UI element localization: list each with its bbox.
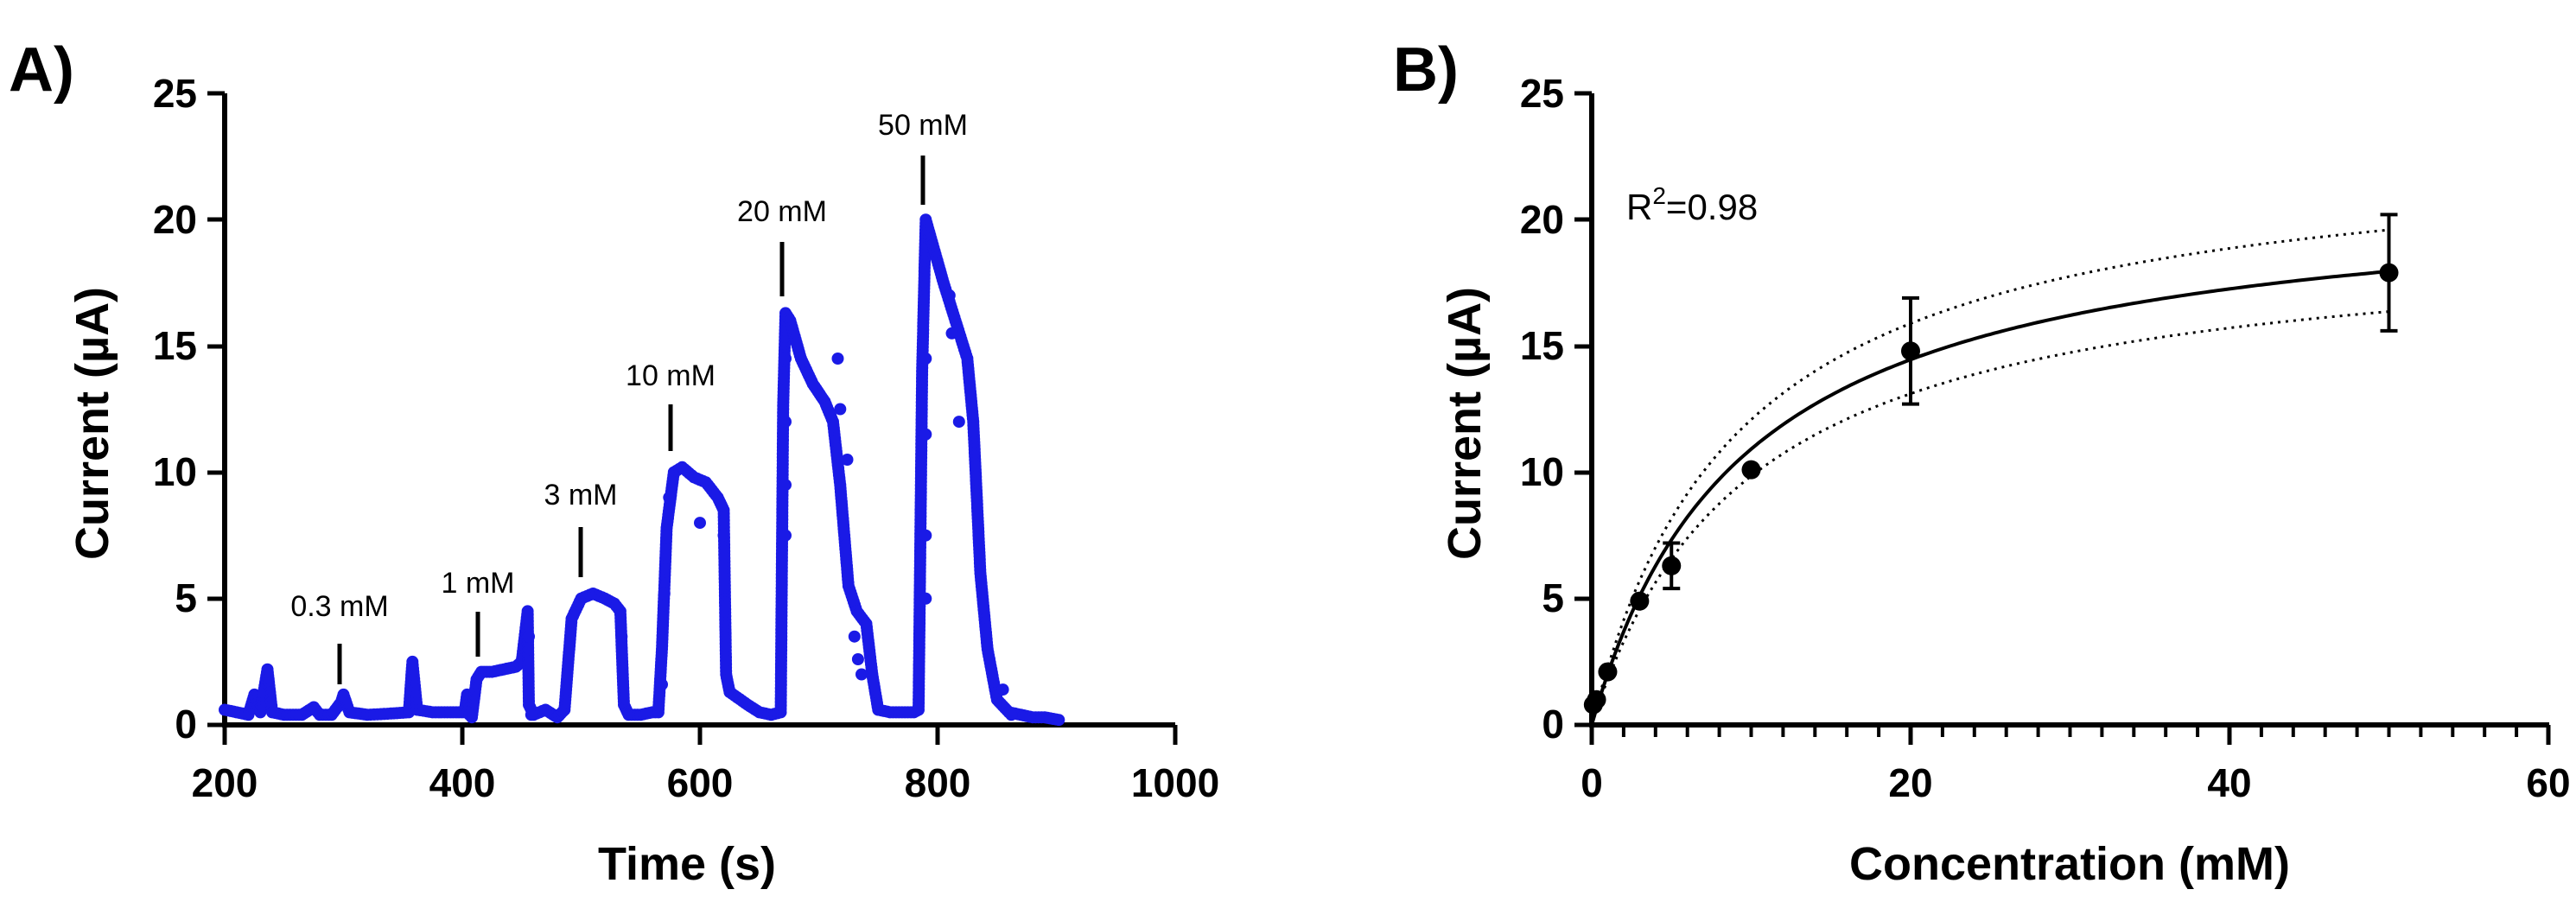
data-point bbox=[1005, 708, 1018, 721]
annotation-label: 0.3 mM bbox=[290, 590, 388, 623]
data-point bbox=[848, 630, 861, 643]
point-marker bbox=[2379, 263, 2399, 283]
panel-b-x-tick-label: 40 bbox=[2207, 760, 2251, 805]
panel-b-y-tick-label: 25 bbox=[1520, 71, 1564, 116]
ci-lower-curve bbox=[1590, 310, 2389, 726]
point-marker bbox=[1630, 591, 1650, 611]
data-point bbox=[919, 353, 932, 365]
panel-a-x-tick-label: 1000 bbox=[1131, 760, 1219, 805]
point-marker bbox=[1598, 662, 1618, 682]
ci-upper-curve bbox=[1590, 228, 2389, 726]
annotation-label: 50 mM bbox=[878, 109, 968, 142]
panel-a-trace bbox=[219, 213, 1065, 727]
data-point bbox=[834, 403, 847, 416]
data-point bbox=[919, 592, 932, 605]
annotation-3mm: 3 mM bbox=[544, 479, 618, 577]
data-point bbox=[919, 529, 932, 542]
fit-curve bbox=[1590, 270, 2389, 726]
panel-b-y-axis-title: Current (µA) bbox=[1439, 287, 1491, 560]
data-point bbox=[1662, 541, 1682, 591]
panel-a-label: A) bbox=[9, 35, 74, 105]
data-point bbox=[656, 678, 668, 691]
data-point bbox=[779, 479, 792, 492]
data-point bbox=[1587, 689, 1606, 709]
data-point bbox=[952, 416, 965, 429]
panel-a-x-tick-label: 800 bbox=[905, 760, 971, 805]
data-point bbox=[717, 529, 730, 542]
r-squared-exponent: 2 bbox=[1652, 182, 1666, 209]
data-point bbox=[1630, 591, 1650, 611]
panel-a-x-tick-label: 200 bbox=[192, 760, 258, 805]
panel-b-x-axis-title: Concentration (mM) bbox=[1849, 838, 2290, 890]
data-point bbox=[943, 289, 956, 302]
panel-a-y-tick-label: 5 bbox=[175, 575, 197, 620]
data-point bbox=[658, 588, 671, 600]
annotation-label: 1 mM bbox=[442, 567, 515, 600]
data-point bbox=[1741, 460, 1761, 480]
data-point bbox=[851, 653, 864, 665]
data-point bbox=[779, 353, 792, 365]
r-squared-value: =0.98 bbox=[1666, 187, 1758, 227]
data-point bbox=[855, 668, 868, 681]
point-marker bbox=[1741, 460, 1761, 480]
data-point bbox=[1901, 295, 1920, 406]
data-point bbox=[523, 630, 535, 643]
point-marker bbox=[1587, 689, 1606, 709]
panel-a-x-tick-label: 400 bbox=[429, 760, 496, 805]
panel-b: B) Current (µA) Concentration (mM) 0 5 1… bbox=[1393, 35, 2571, 890]
panel-a-x-axis-title: Time (s) bbox=[598, 838, 776, 890]
data-point bbox=[2379, 213, 2399, 333]
data-point bbox=[841, 454, 854, 466]
panel-b-x-tick-label: 20 bbox=[1888, 760, 1932, 805]
data-point bbox=[463, 708, 476, 721]
data-point bbox=[779, 416, 792, 429]
panel-a: A) Current (µA) Time (s) 0 5 10 15 20 25… bbox=[9, 35, 1219, 890]
data-point bbox=[996, 683, 1009, 696]
r-squared-prefix: R bbox=[1626, 187, 1652, 227]
panel-a-y-tick-label: 0 bbox=[175, 702, 197, 747]
panel-b-y-tick-label: 20 bbox=[1520, 197, 1564, 242]
annotation-0-3mm: 0.3 mM bbox=[290, 590, 389, 684]
annotation-1mm: 1 mM bbox=[442, 567, 515, 657]
data-point bbox=[1053, 714, 1065, 727]
annotation-10mm: 10 mM bbox=[626, 359, 716, 451]
panel-b-x-tick-label: 60 bbox=[2526, 760, 2570, 805]
point-marker bbox=[1901, 341, 1920, 361]
annotation-20mm: 20 mM bbox=[737, 195, 827, 296]
point-marker bbox=[1662, 556, 1682, 575]
panel-b-x-tick-label: 0 bbox=[1581, 760, 1603, 805]
annotation-label: 20 mM bbox=[737, 195, 827, 228]
data-point bbox=[694, 517, 706, 530]
data-point bbox=[779, 529, 792, 542]
annotation-50mm: 50 mM bbox=[878, 109, 968, 205]
data-point bbox=[919, 428, 932, 441]
panel-a-y-axis-title: Current (µA) bbox=[67, 287, 118, 560]
panel-b-label: B) bbox=[1393, 35, 1459, 105]
panel-a-x-tick-label: 600 bbox=[667, 760, 734, 805]
panel-a-y-tick-label: 25 bbox=[153, 71, 197, 116]
panel-a-y-tick-label: 15 bbox=[153, 323, 197, 368]
annotation-label: 3 mM bbox=[544, 479, 618, 512]
panel-b-points bbox=[1583, 213, 2399, 715]
data-point bbox=[525, 708, 537, 721]
panel-b-y-tick-label: 5 bbox=[1542, 575, 1564, 620]
panel-b-y-tick-label: 15 bbox=[1520, 323, 1564, 368]
data-point bbox=[615, 630, 628, 643]
panel-b-y-tick-label: 0 bbox=[1542, 702, 1564, 747]
panel-a-y-tick-label: 20 bbox=[153, 197, 197, 242]
panel-b-curves bbox=[1590, 228, 2389, 726]
data-point bbox=[945, 327, 958, 340]
annotation-label: 10 mM bbox=[626, 359, 716, 392]
panel-b-y-tick-label: 10 bbox=[1520, 449, 1564, 494]
data-point bbox=[663, 491, 676, 504]
r-squared-label: R2=0.98 bbox=[1626, 182, 1758, 227]
panel-b-minor-ticks bbox=[1621, 725, 2519, 737]
data-point bbox=[1598, 662, 1618, 682]
panel-a-y-tick-label: 10 bbox=[153, 449, 197, 494]
data-point bbox=[831, 353, 844, 365]
